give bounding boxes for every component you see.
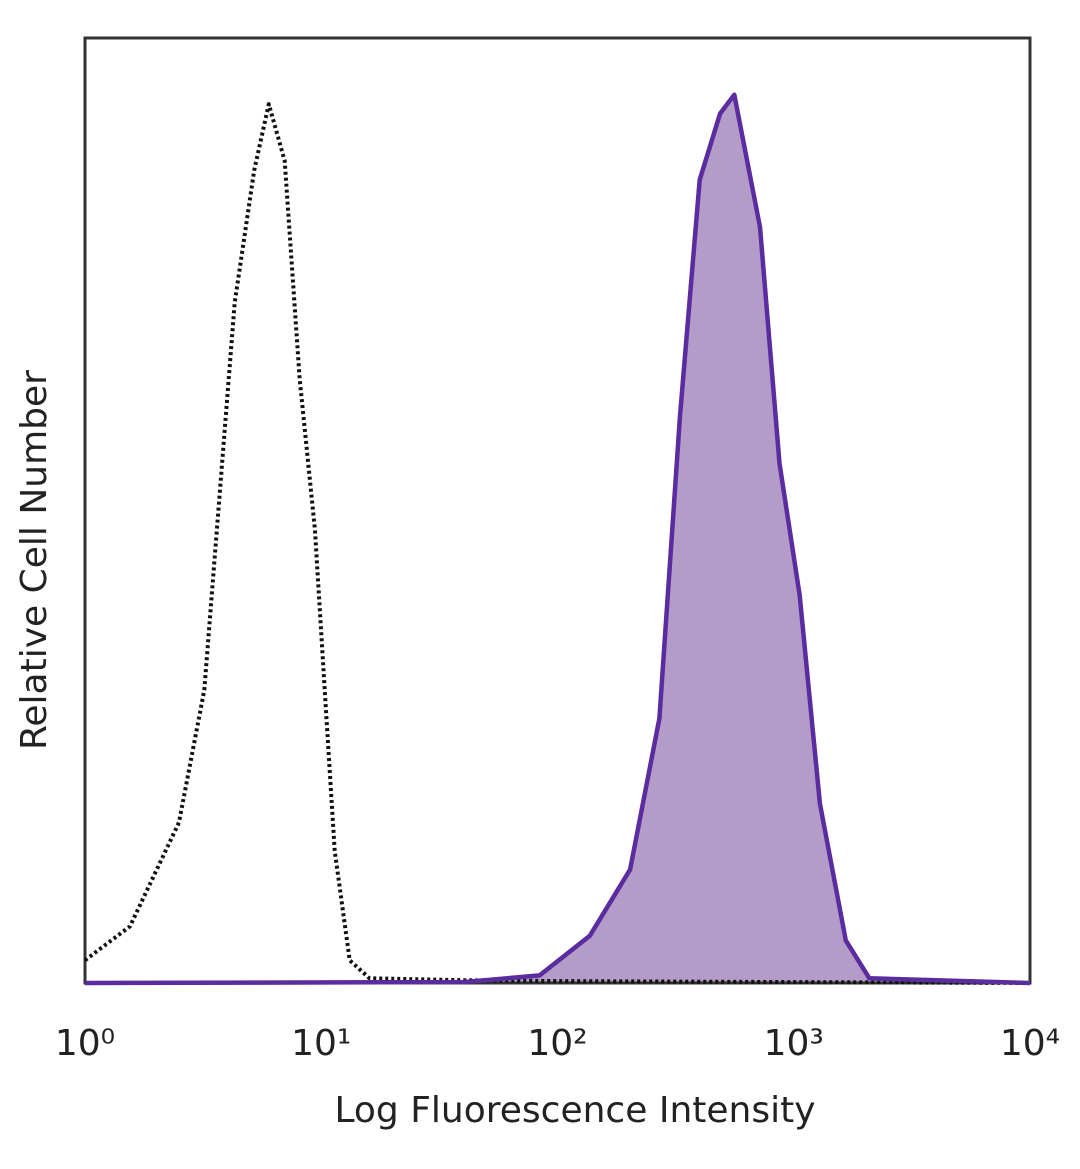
x-tick-label: 10⁰ <box>55 1023 115 1064</box>
x-tick-label: 10⁴ <box>1000 1023 1060 1064</box>
y-axis-label: Relative Cell Number <box>14 370 55 750</box>
x-axis-label: Log Fluorescence Intensity <box>334 1090 815 1131</box>
x-tick-label: 10¹ <box>291 1023 351 1064</box>
area <box>85 94 1030 983</box>
plot-frame <box>83 36 1032 985</box>
x-tick-label: 10³ <box>764 1023 824 1064</box>
line <box>84 92 1031 986</box>
line <box>83 102 1031 985</box>
x-tick-label: 10² <box>527 1023 587 1064</box>
